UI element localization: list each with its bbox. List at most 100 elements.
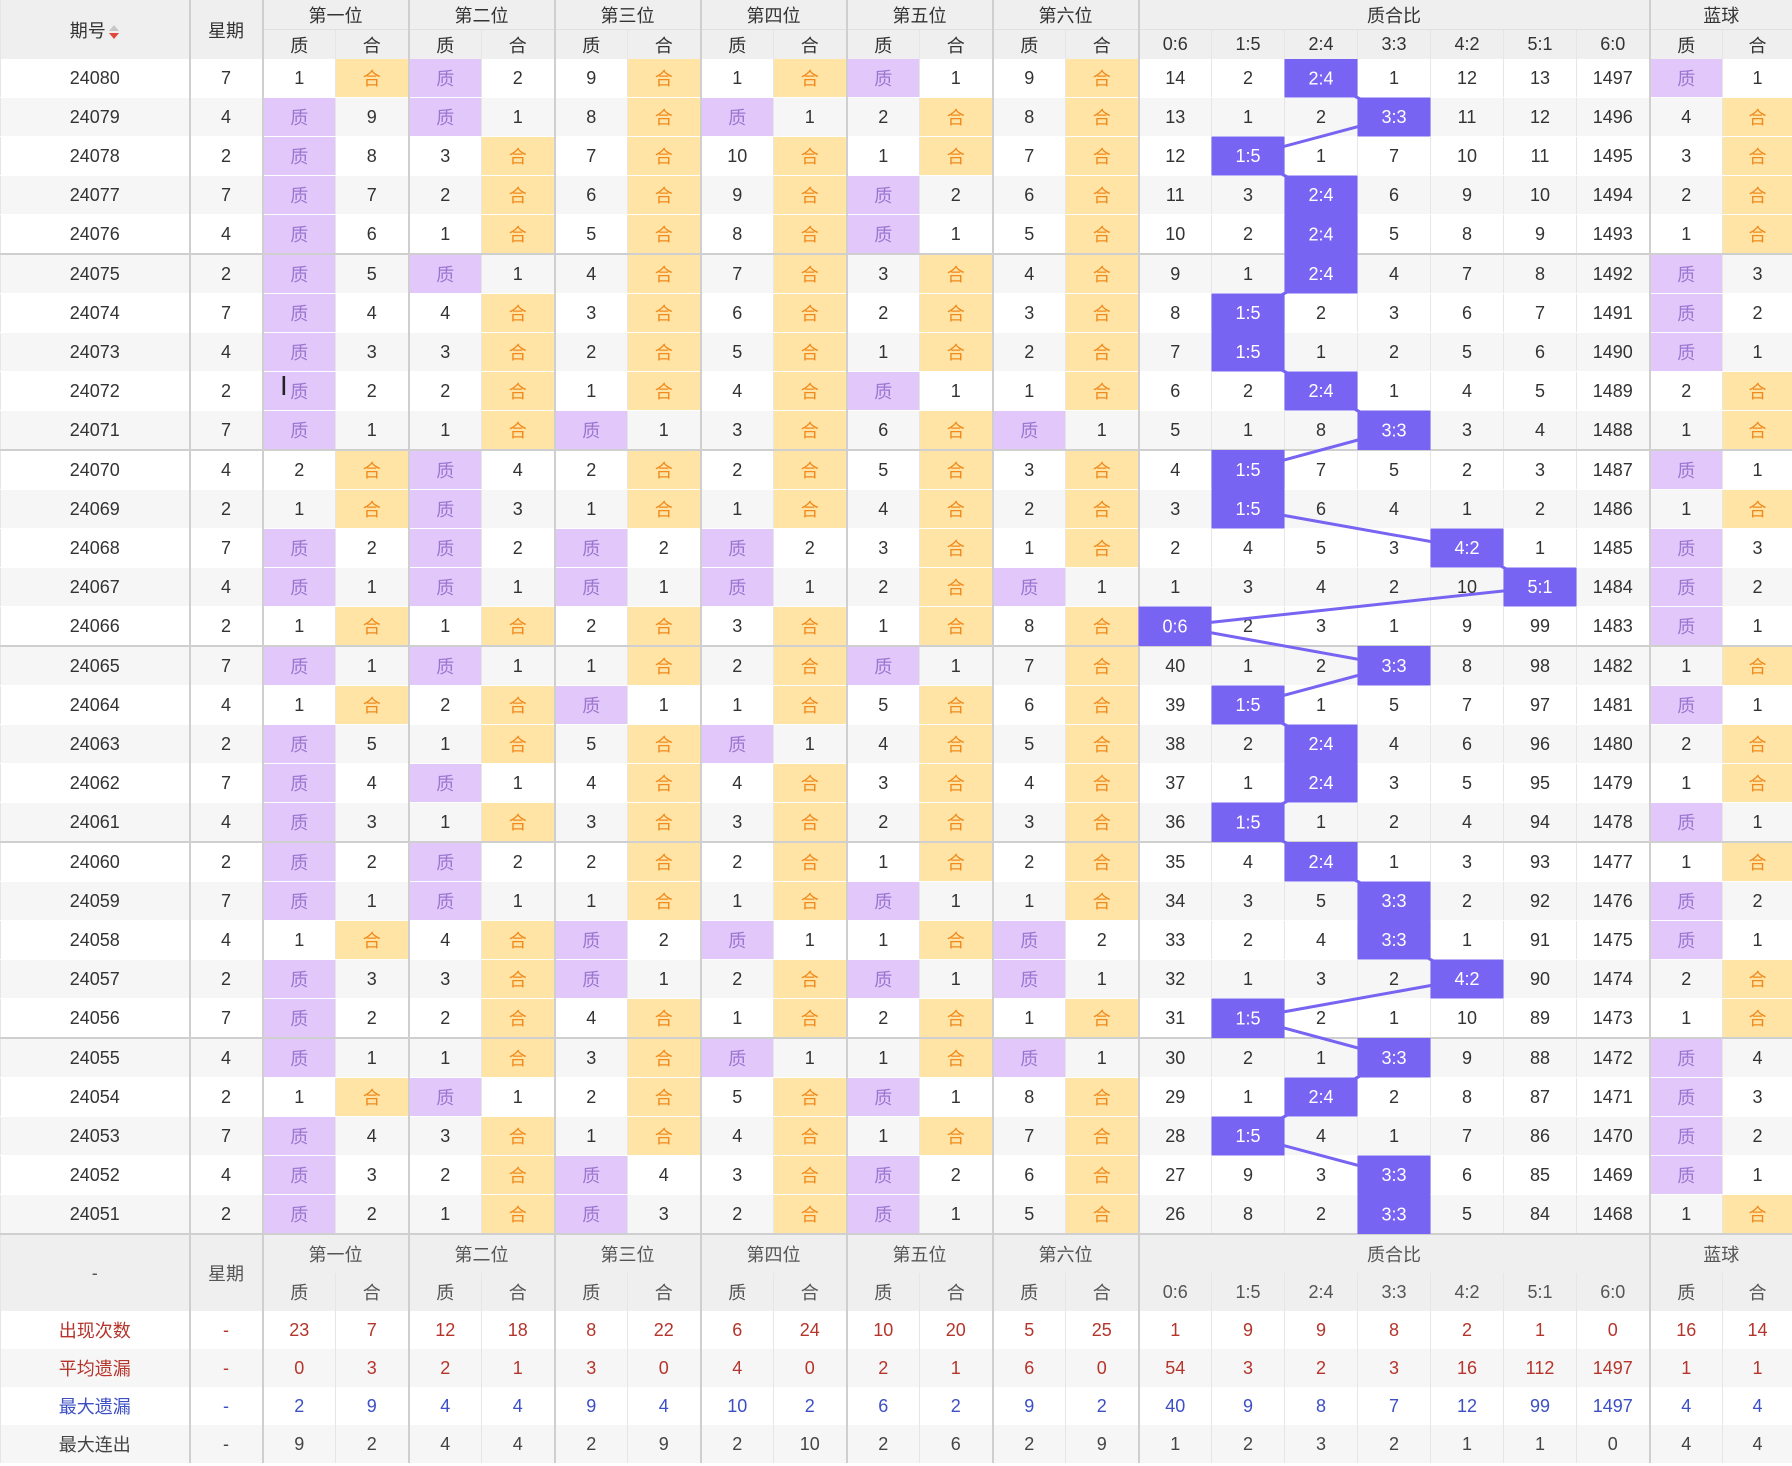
table-row[interactable]: 24069 2 1 合质 3 1 合 1 合 4 合 2 合 3 1:5 6 4 1 2 1486 1 合 <box>0 489 1792 529</box>
table-row[interactable]: 24057 2 质 3 3 合质 1 2 合质 1 质 1 32 1 3 2 4:2 90 1474 2 合 <box>0 959 1792 999</box>
blue-zhi-cell: 质 <box>1648 450 1723 490</box>
table-row[interactable]: 24055 4 质 1 1 合 3 合质 1 1 合质 1 30 2 1 3:3 9 88 1472 质 4 <box>0 1038 1792 1078</box>
table-row[interactable]: 24080 7 1 合质 2 9 合 1 合质 1 9 合 14 2 2:4 1 12 13 1497 质 1 <box>0 59 1792 98</box>
he-cell: 合 <box>481 1194 555 1235</box>
table-row[interactable]: 24063 2 质 5 1 合 5 合质 1 4 合 5 合 38 2 2:4 4 6 96 1480 2 合 <box>0 724 1792 764</box>
ratio-hit-cell: 1:5 <box>1211 685 1285 725</box>
zhi-cell: 8 <box>991 97 1066 137</box>
table-row[interactable]: 24075 2 质 5 质 1 4 合 7 合 3 合 4 合 9 1 2:4 4 7 8 1492 质 3 <box>0 254 1792 294</box>
zhi-cell: 3 <box>407 332 482 372</box>
table-row[interactable]: 24074 7 质 4 4 合 3 合 6 合 2 合 3 合 8 1:5 2 3 6 7 1491 质 2 <box>0 293 1792 333</box>
zhi-cell: 1 <box>845 920 920 960</box>
he-cell: 合 <box>773 646 847 686</box>
week-cell: 2 <box>188 959 263 999</box>
ratio-miss-cell: 9 <box>1503 214 1577 255</box>
he-cell: 合 <box>919 724 993 764</box>
table-row[interactable]: 24056 7 质 2 2 合 4 合 1 合 2 合 1 合 31 1:5 2 1 10 89 1473 1 合 <box>0 998 1792 1039</box>
ratio-miss-cell: 3 <box>1211 175 1285 215</box>
table-row[interactable]: 24067 4 质 1 质 1 质 1 质 1 2 合质 1 1 3 4 2 10 5:1 1484 质 2 <box>0 567 1792 607</box>
ratio-miss-cell: 99 <box>1503 606 1577 647</box>
table-row[interactable]: 24059 7 质 1 质 1 1 合 1 合质 1 1 合 34 3 5 3:3 2 92 1476 质 2 <box>0 881 1792 921</box>
table-row[interactable]: 24051 2 质 2 1 合质 3 2 合质 1 5 合 26 8 2 3:3 5 84 1468 1 合 <box>0 1194 1792 1235</box>
table-row[interactable]: 24052 4 质 3 2 合质 4 3 合质 2 6 合 27 9 3 3:3 6 85 1469 质 1 <box>0 1155 1792 1195</box>
table-row[interactable]: 24060 2 质 2 质 2 2 合 2 合 1 合 2 合 35 4 2:4 1 3 93 1477 1 合 <box>0 842 1792 882</box>
table-row[interactable]: 24079 4 质 9 质 1 8 合质 1 2 合 8 合 13 1 2 3:3 11 12 1496 4 合 <box>0 97 1792 137</box>
ratio-miss-cell: 1495 <box>1576 136 1650 176</box>
zhi-cell: 8 <box>991 1077 1066 1117</box>
group-header: 第四位 <box>699 0 847 30</box>
table-row[interactable]: 24072 2 质 2 2 合 1 合 4 合质 1 1 合 6 2 2:4 1 4 5 1489 2 合 <box>0 371 1792 411</box>
blue-he-cell: 合 <box>1722 646 1792 686</box>
he-cell: 1 <box>919 881 993 921</box>
he-cell: 合 <box>919 606 993 647</box>
zhi-cell: 2 <box>991 332 1066 372</box>
sort-arrows-icon[interactable] <box>108 24 120 39</box>
ratio-miss-cell: 1497 <box>1576 59 1650 98</box>
table-row[interactable]: 24070 4 2 合质 4 2 合 2 合 5 合 3 合 4 1:5 7 5 2 3 1487 质 1 <box>0 450 1792 490</box>
stat-value: 10 <box>699 1387 774 1425</box>
zhi-cell: 1 <box>845 606 920 647</box>
zhi-cell: 5 <box>991 1194 1066 1235</box>
period-cell: 24072 <box>0 371 190 411</box>
stat-value: 2 <box>1065 1387 1139 1425</box>
zhi-cell: 2 <box>553 450 628 490</box>
period-cell: 24059 <box>0 881 190 921</box>
he-cell: 2 <box>481 59 555 98</box>
table-row[interactable]: 24064 4 1 合 2 合质 1 1 合 5 合 6 合 39 1:5 1 5 7 97 1481 质 1 <box>0 685 1792 725</box>
zhi-cell: 质 <box>261 136 336 176</box>
zhi-cell: 质 <box>845 59 920 98</box>
zhi-cell: 10 <box>699 136 774 176</box>
zhi-cell: 质 <box>407 450 482 490</box>
ratio-miss-cell: 3 <box>1284 959 1358 999</box>
ratio-miss-cell: 9 <box>1137 254 1212 294</box>
table-row[interactable]: 24071 7 质 1 1 合质 1 3 合 6 合质 1 5 1 8 3:3 3 4 1488 1 合 <box>0 410 1792 451</box>
period-cell: 24065 <box>0 646 190 686</box>
ratio-miss-cell: 3 <box>1430 410 1504 451</box>
table-row[interactable]: 24062 7 质 4 质 1 4 合 4 合 3 合 4 合 37 1 2:4 3 5 95 1479 1 合 <box>0 763 1792 803</box>
he-cell: 1 <box>481 254 555 294</box>
ratio-miss-cell: 8 <box>1430 646 1504 686</box>
blue-zhi-cell: 2 <box>1648 175 1723 215</box>
zhi-cell: 3 <box>699 1155 774 1195</box>
table-row[interactable]: 24078 2 质 8 3 合 7 合 10 合 1 合 7 合 12 1:5 1 7 10 11 1495 3 合 <box>0 136 1792 176</box>
ratio-miss-cell: 1 <box>1137 567 1212 607</box>
period-cell: 24057 <box>0 959 190 999</box>
zhi-cell: 4 <box>699 763 774 803</box>
table-row[interactable]: 24066 2 1 合 1 合 2 合 3 合 1 合 8 合 0:6 2 3 1 9 99 1483 质 1 <box>0 606 1792 647</box>
header-row-sub: 质合质合质合质合质合质合 0:6 1:5 2:4 3:3 4:2 5:1 6:0 质合 <box>1 29 1792 59</box>
he-cell: 合 <box>919 842 993 882</box>
table-row[interactable]: 24058 4 1 合 4 合质 2 质 1 1 合质 2 33 2 4 3:3 1 91 1475 质 1 <box>0 920 1792 960</box>
table-row[interactable]: 24077 7 质 7 2 合 6 合 9 合质 2 6 合 11 3 2:4 6 9 10 1494 2 合 <box>0 175 1792 215</box>
ratio-miss-cell: 8 <box>1503 254 1577 294</box>
zhi-cell: 2 <box>845 567 920 607</box>
stat-value: 4 <box>627 1387 701 1425</box>
table-row[interactable]: 24053 7 质 4 3 合 1 合 4 合 1 合 7 合 28 1:5 4 1 7 86 1470 质 2 <box>0 1116 1792 1156</box>
he-cell: 合 <box>335 1077 409 1117</box>
zhi-cell: 质 <box>407 254 482 294</box>
ratio-miss-cell: 7 <box>1357 136 1431 176</box>
footer-zhi: 质 <box>991 1273 1066 1311</box>
period-cell: 24080 <box>0 59 190 98</box>
table-row[interactable]: 24061 4 质 3 1 合 3 合 3 合 2 合 3 合 36 1:5 1 2 4 94 1478 质 1 <box>0 802 1792 843</box>
he-cell: 合 <box>773 489 847 529</box>
he-cell: 2 <box>481 842 555 882</box>
ratio-miss-cell: 6 <box>1503 332 1577 372</box>
zhi-cell: 质 <box>407 528 482 568</box>
blue-he-cell: 合 <box>1722 175 1792 215</box>
zhi-cell: 6 <box>991 685 1066 725</box>
table-row[interactable]: 24073 4 质 3 3 合 2 合 5 合 1 合 2 合 7 1:5 1 2 5 6 1490 质 1 <box>0 332 1792 372</box>
table-row[interactable]: 24065 7 质 1 质 1 1 合 2 合质 1 7 合 40 1 2 3:3 8 98 1482 1 合 <box>0 646 1792 686</box>
ratio-miss-cell: 4 <box>1284 1116 1358 1156</box>
blue-he-cell: 1 <box>1722 606 1792 647</box>
ratio-hit-cell: 3:3 <box>1357 646 1431 686</box>
period-header[interactable]: 期号 <box>0 0 190 59</box>
table-row[interactable]: 24054 2 1 合质 1 2 合 5 合质 1 8 合 29 1 2:4 2 8 87 1471 质 3 <box>0 1077 1792 1117</box>
he-cell: 2 <box>335 842 409 882</box>
zhi-cell: 质 <box>407 763 482 803</box>
table-row[interactable]: 24068 7 质 2 质 2 质 2 质 2 3 合 1 合 2 4 5 3 4:2 1 1485 质 3 <box>0 528 1792 568</box>
ratio-miss-cell: 8 <box>1284 410 1358 451</box>
period-cell: 24058 <box>0 920 190 960</box>
table-row[interactable]: 24076 4 质 6 1 合 5 合 8 合质 1 5 合 10 2 2:4 5 8 9 1493 1 合 <box>0 214 1792 255</box>
blue-zhi-cell: 2 <box>1648 959 1723 999</box>
he-cell: 1 <box>773 724 847 764</box>
